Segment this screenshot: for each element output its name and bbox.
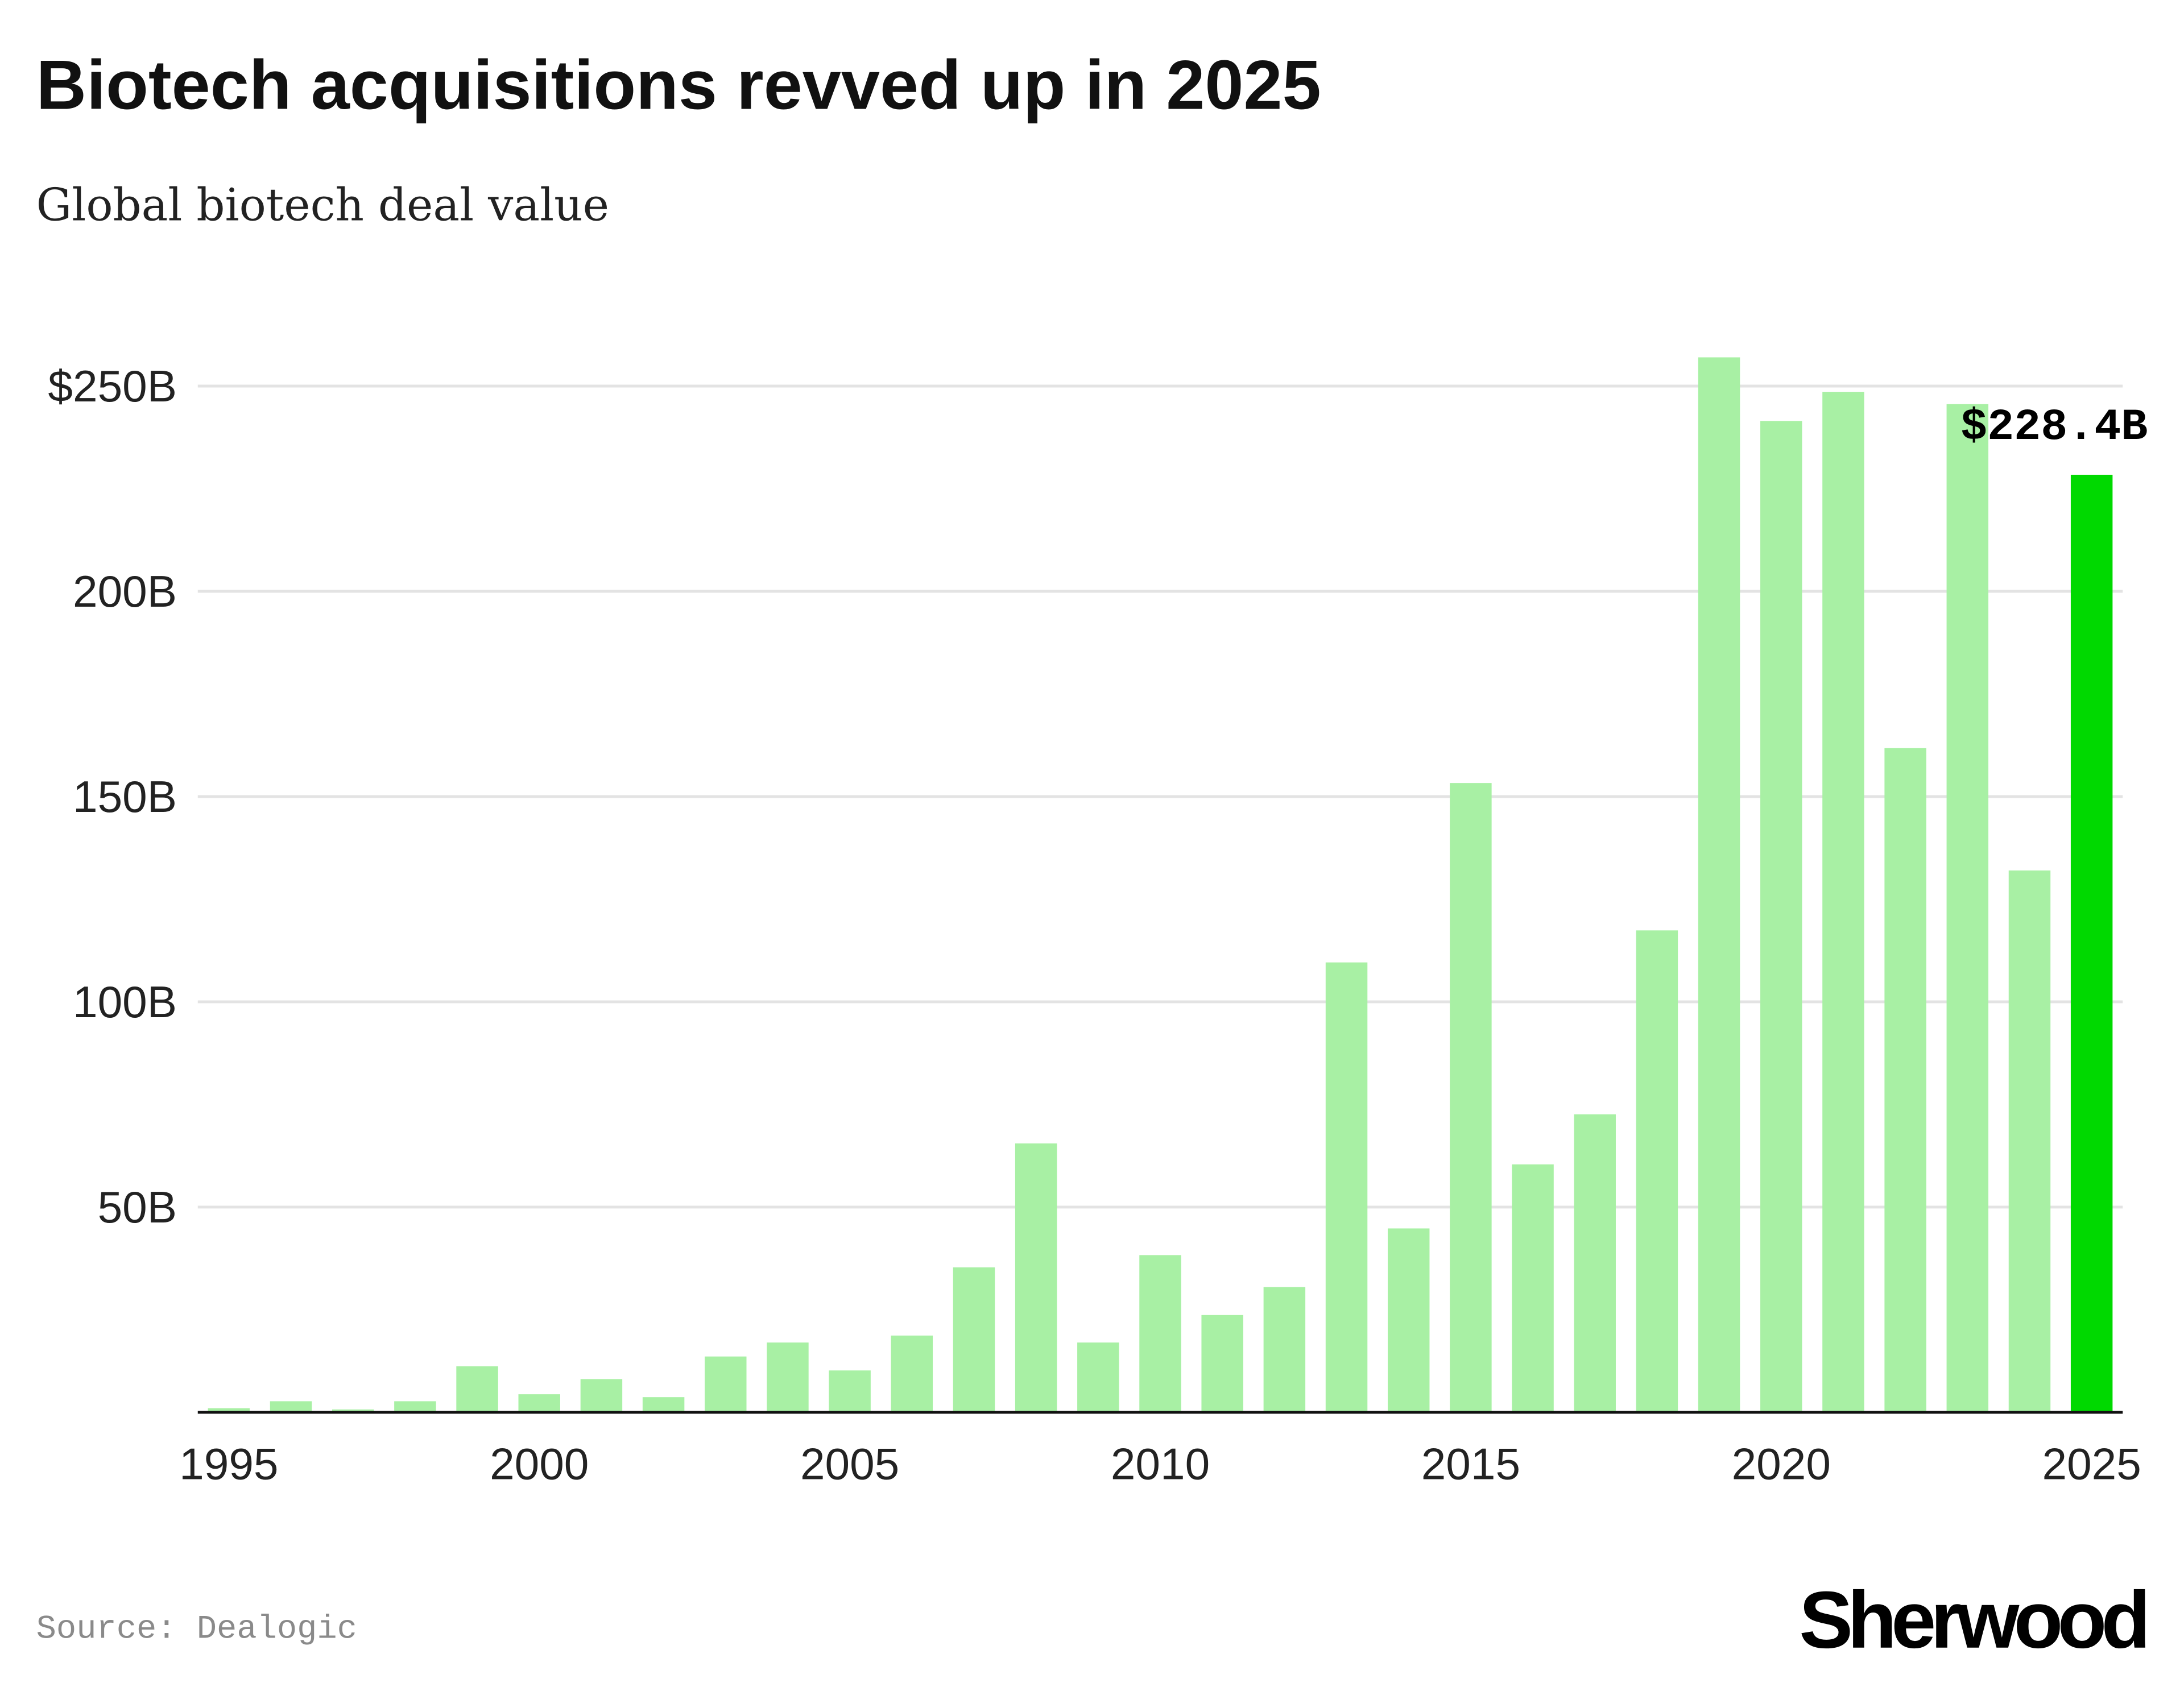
chart-title: Biotech acquisitions revved up in 2025 [36,46,1321,124]
bar-1998 [394,1401,436,1412]
bar-highlight-2025 [2070,474,2113,1412]
bar-2014 [1387,1228,1430,1412]
bar-2013 [1325,962,1368,1412]
bar-2000 [518,1394,560,1412]
x-tick-label: 2020 [1732,1439,1831,1489]
sherwood-logo: Sherwood [1799,1575,2145,1665]
bar-2011 [1201,1315,1243,1412]
source-note: Source: Dealogic [36,1610,357,1648]
bar-2021 [1822,392,1864,1412]
x-tick-label: 1995 [179,1439,278,1489]
bar-2012 [1263,1287,1306,1412]
bars [208,357,2113,1412]
bar-2015 [1450,783,1492,1412]
bar-2010 [1139,1255,1181,1412]
bar-2001 [580,1379,623,1412]
y-tick-label: $250B [48,361,177,411]
bar-1995 [208,1408,250,1412]
x-tick-label: 2015 [1421,1439,1520,1489]
bar-2017 [1574,1114,1616,1412]
bar-2020 [1760,421,1802,1412]
bar-2003 [705,1356,747,1412]
y-tick-label: 200B [73,566,177,616]
highlight-value-label: $228.4B [1960,402,2148,453]
x-tick-label: 2010 [1111,1439,1210,1489]
bar-1996 [270,1401,312,1412]
bar-2023 [1946,404,1989,1412]
y-tick-label: 150B [73,772,177,822]
y-tick-label: 50B [98,1182,177,1232]
bar-2002 [642,1397,685,1412]
chart-subtitle: Global biotech deal value [36,180,609,231]
x-tick-label: 2005 [800,1439,899,1489]
bar-2007 [953,1267,995,1412]
bar-2008 [1015,1143,1057,1412]
gridlines: 50B 100B 150B 200B $250B [48,361,2123,1232]
bar-2006 [891,1335,933,1412]
bar-2005 [829,1370,871,1412]
bar-2022 [1884,748,1926,1412]
bar-2009 [1077,1342,1119,1412]
bar-2024 [2008,870,2051,1412]
bar-2019 [1698,357,1740,1412]
bar-2004 [767,1342,809,1412]
bar-1999 [456,1366,498,1412]
bar-1997 [332,1409,374,1412]
y-tick-label: 100B [73,977,177,1027]
x-tick-label: 2000 [490,1439,589,1489]
x-tick-label: 2025 [2042,1439,2141,1489]
bar-2018 [1636,930,1678,1412]
x-axis-ticks: 1995 2000 2005 2010 2015 2020 2025 [179,1439,2141,1489]
bar-2016 [1512,1164,1554,1412]
